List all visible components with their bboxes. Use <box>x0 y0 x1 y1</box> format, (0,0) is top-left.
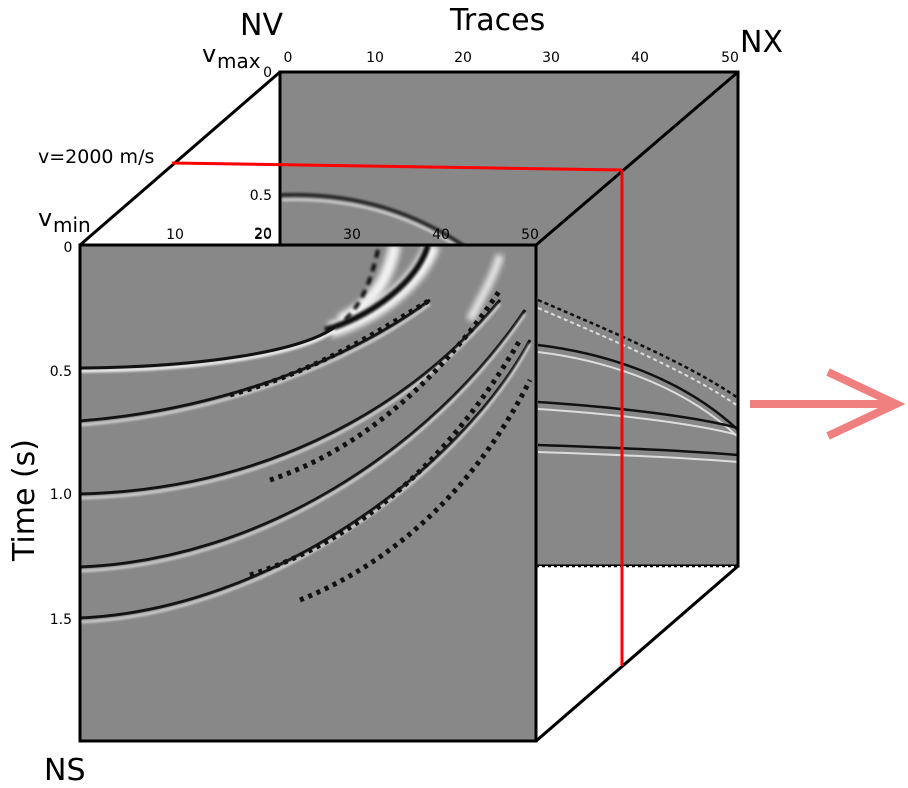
back-tick-x: 0 <box>284 50 293 66</box>
vmin-label: v min <box>38 204 91 237</box>
svg-text:min: min <box>53 213 91 237</box>
time-axis-title: Time (s) <box>7 439 42 562</box>
back-tick-x: 30 <box>542 50 560 66</box>
front-tick-x: 50 <box>521 227 539 243</box>
front-panel-border <box>78 243 538 743</box>
front-tick-x: 10 <box>166 227 184 243</box>
back-panel-events <box>280 193 738 463</box>
back-tick-x: 50 <box>721 50 739 66</box>
front-tick-x: 20 <box>254 227 272 243</box>
vmax-label: v max <box>202 40 261 73</box>
svg-text:max: max <box>217 49 261 73</box>
svg-text:v: v <box>202 40 216 68</box>
right-arrow-icon <box>750 368 906 440</box>
front-tick-x: 30 <box>343 227 361 243</box>
front-panel: 0 10 20 30 40 50 0.5 1.0 1.5 <box>50 227 539 743</box>
front-tick-y: 0.5 <box>50 364 72 380</box>
back-tick-x: 40 <box>631 50 649 66</box>
back-tick-x: 20 <box>454 50 472 66</box>
back-panel-y-ticks: 0 0.5 20 <box>250 65 272 242</box>
back-panel-x-ticks: 0 10 20 30 40 50 <box>284 50 739 66</box>
back-tick-y: 0.5 <box>250 188 272 204</box>
traces-axis-title: Traces <box>449 3 545 38</box>
nx-label: NX <box>740 25 783 60</box>
svg-text:v: v <box>38 204 52 232</box>
front-tick-x: 0 <box>64 240 73 256</box>
front-panel-background <box>80 245 536 741</box>
front-tick-x: 40 <box>432 227 450 243</box>
back-tick-x: 10 <box>366 50 384 66</box>
ns-label: NS <box>44 753 85 788</box>
front-tick-y: 1.0 <box>50 487 72 503</box>
front-panel-y-ticks: 0.5 1.0 1.5 <box>50 364 72 628</box>
velocity-line <box>171 161 624 666</box>
back-tick-y: 20 <box>254 226 272 242</box>
nv-label: NV <box>240 8 283 43</box>
front-panel-x-ticks: 0 10 20 30 40 50 <box>64 227 539 256</box>
front-tick-y: 1.5 <box>50 612 72 628</box>
front-panel-events <box>80 245 533 623</box>
velocity-label: v=2000 m/s <box>38 146 154 168</box>
back-tick-y: 0 <box>263 65 272 81</box>
